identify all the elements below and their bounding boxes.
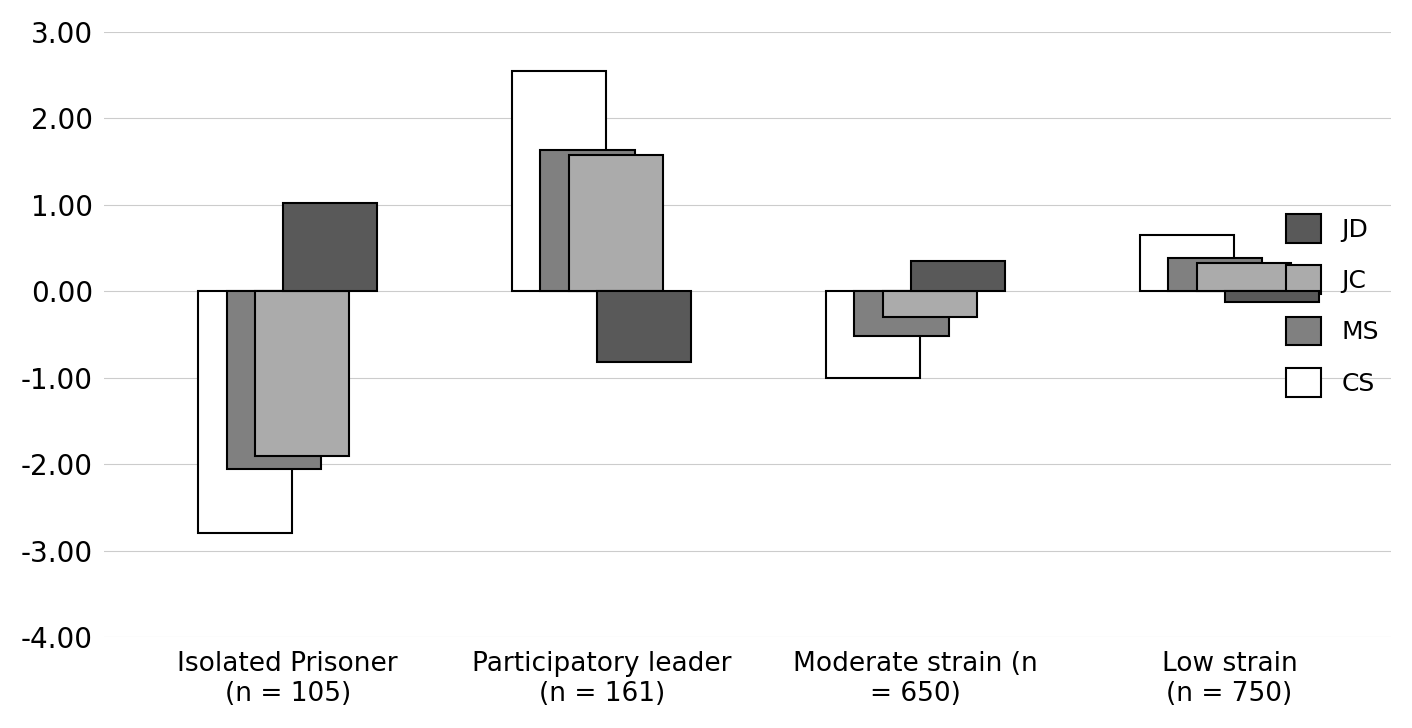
- Bar: [254, 291, 349, 456]
- Bar: [541, 150, 634, 291]
- Bar: [1224, 291, 1319, 301]
- Bar: [569, 154, 662, 291]
- Legend: JD, JC, MS, CS: JD, JC, MS, CS: [1286, 214, 1378, 397]
- Bar: [597, 291, 690, 363]
- Bar: [282, 203, 377, 291]
- Bar: [911, 261, 1005, 291]
- Bar: [198, 291, 292, 534]
- Bar: [1168, 258, 1262, 291]
- Bar: [226, 291, 321, 469]
- Bar: [882, 291, 977, 317]
- Bar: [826, 291, 921, 378]
- Bar: [513, 71, 606, 291]
- Bar: [1196, 263, 1291, 291]
- Bar: [854, 291, 949, 336]
- Bar: [1139, 235, 1234, 291]
